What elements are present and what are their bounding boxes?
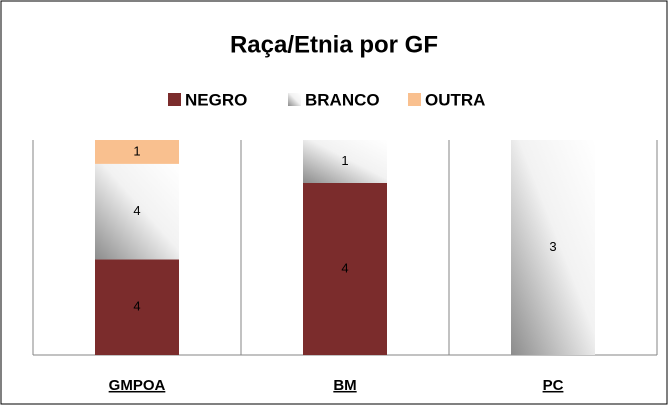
bar-segment — [95, 140, 179, 164]
x-tick-label: PC — [543, 377, 564, 394]
legend-swatch — [288, 93, 301, 106]
legend-label: NEGRO — [185, 90, 247, 109]
bar-segment — [95, 259, 179, 355]
bar-segment — [511, 140, 595, 355]
legend-label: BRANCO — [305, 90, 380, 109]
legend-label: OUTRA — [425, 90, 485, 109]
x-tick-label: BM — [333, 377, 356, 394]
bar-segment — [303, 183, 387, 355]
legend-swatch — [408, 93, 421, 106]
data-label: 1 — [341, 153, 348, 168]
legend-swatch — [168, 93, 181, 106]
data-label: 1 — [133, 143, 140, 158]
chart-title: Raça/Etnia por GF — [230, 31, 438, 58]
bar-segment — [95, 163, 179, 260]
bar-segment — [303, 140, 387, 183]
x-tick-label: GMPOA — [109, 377, 166, 394]
data-label: 4 — [133, 203, 140, 218]
data-label: 4 — [133, 299, 140, 314]
data-label: 4 — [341, 260, 348, 275]
data-label: 3 — [549, 239, 556, 254]
